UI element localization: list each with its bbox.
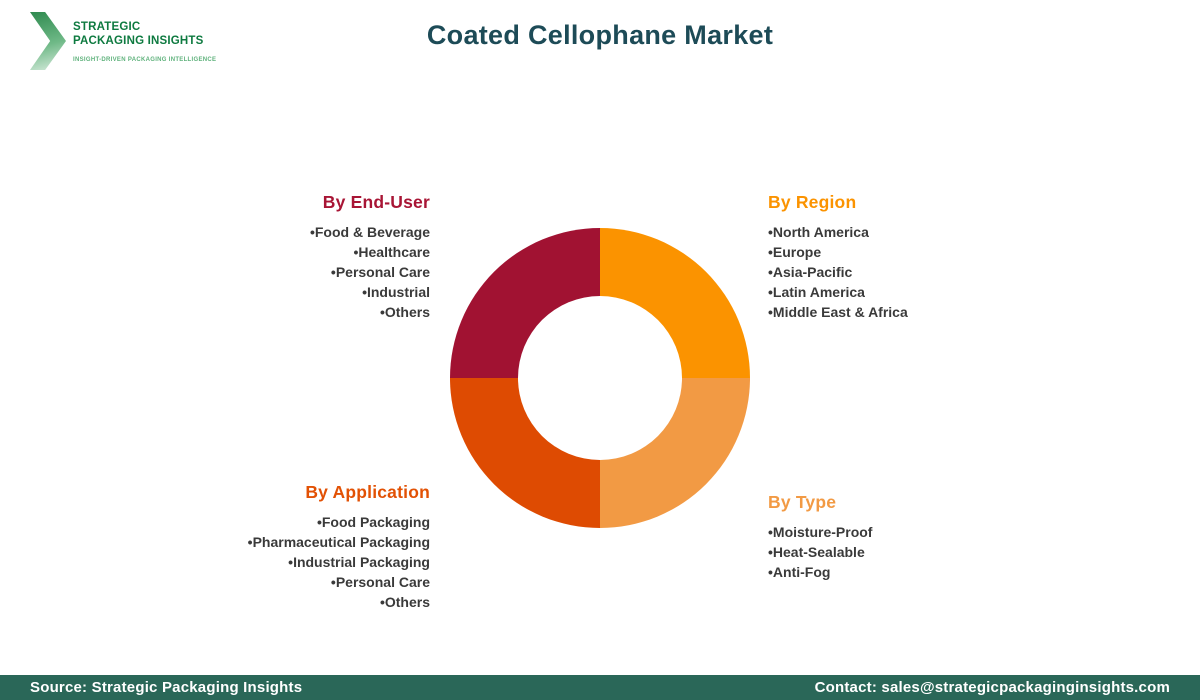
list-item: North America xyxy=(768,222,1028,242)
donut-chart xyxy=(450,228,750,528)
list-item: Healthcare xyxy=(170,242,430,262)
list-item: Heat-Sealable xyxy=(768,542,1028,562)
section-heading-application: By Application xyxy=(305,482,430,502)
list-item: Moisture-Proof xyxy=(768,522,1028,542)
application-list: Food PackagingPharmaceutical PackagingIn… xyxy=(170,512,430,612)
list-item: Asia-Pacific xyxy=(768,262,1028,282)
section-heading-region: By Region xyxy=(768,192,857,212)
list-item: Industrial Packaging xyxy=(170,552,430,572)
list-item: Others xyxy=(170,302,430,322)
logo-tagline: INSIGHT-DRIVEN PACKAGING INTELLIGENCE xyxy=(73,57,217,63)
list-item: Latin America xyxy=(768,282,1028,302)
list-item: Europe xyxy=(768,242,1028,262)
donut-hole xyxy=(518,296,682,460)
logo-text: STRATEGIC PACKAGING INSIGHTS INSIGHT-DRI… xyxy=(73,12,216,63)
list-item: Personal Care xyxy=(170,572,430,592)
list-item: Pharmaceutical Packaging xyxy=(170,532,430,552)
list-item: Industrial xyxy=(170,282,430,302)
section-by-region: By Region North AmericaEuropeAsia-Pacifi… xyxy=(768,192,1028,322)
list-item: Anti-Fog xyxy=(768,562,1028,582)
logo-line2: PACKAGING INSIGHTS xyxy=(73,35,204,47)
page-title: Coated Cellophane Market xyxy=(426,20,774,50)
list-item: Food & Beverage xyxy=(170,222,430,242)
region-list: North AmericaEuropeAsia-PacificLatin Ame… xyxy=(768,222,1028,322)
section-by-end-user: By End-User Food & BeverageHealthcarePer… xyxy=(170,192,430,322)
section-by-type: By Type Moisture-ProofHeat-SealableAnti-… xyxy=(768,492,1028,582)
list-item: Food Packaging xyxy=(170,512,430,532)
list-item: Personal Care xyxy=(170,262,430,282)
footer-bar: Source: Strategic Packaging Insights Con… xyxy=(0,675,1200,700)
section-by-application: By Application Food PackagingPharmaceuti… xyxy=(170,482,430,612)
company-logo: STRATEGIC PACKAGING INSIGHTS INSIGHT-DRI… xyxy=(30,12,216,70)
list-item: Others xyxy=(170,592,430,612)
list-item: Middle East & Africa xyxy=(768,302,1028,322)
footer-contact: Contact: sales@strategicpackaginginsight… xyxy=(814,679,1170,696)
section-heading-type: By Type xyxy=(768,492,837,512)
logo-line1: STRATEGIC xyxy=(73,21,141,33)
section-heading-end-user: By End-User xyxy=(322,192,430,212)
footer-source: Source: Strategic Packaging Insights xyxy=(30,679,303,696)
end-user-list: Food & BeverageHealthcarePersonal CareIn… xyxy=(170,222,430,322)
type-list: Moisture-ProofHeat-SealableAnti-Fog xyxy=(768,522,1028,582)
